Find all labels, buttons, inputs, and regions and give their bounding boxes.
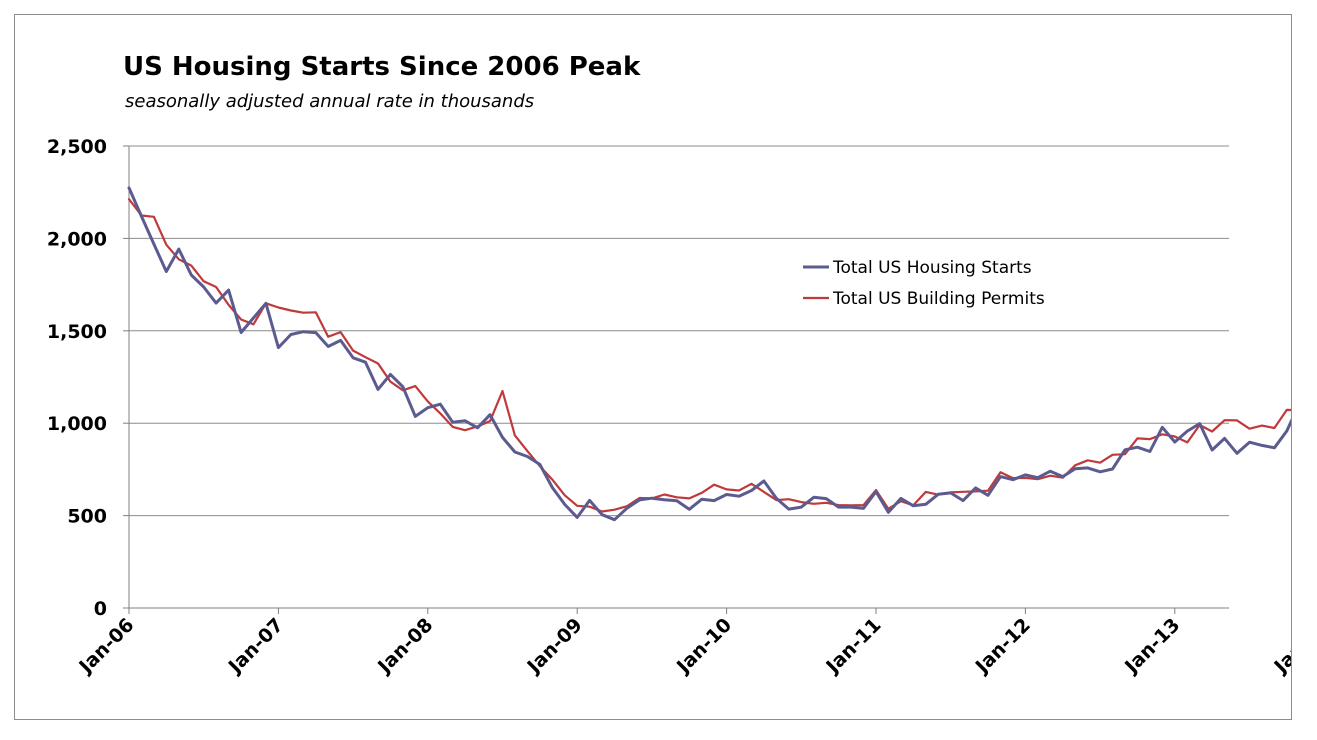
line-chart: US Housing Starts Since 2006 Peak season… — [47, 52, 1291, 679]
legend: Total US Housing Starts Total US Building… — [803, 258, 1045, 309]
legend-label-building-permits: Total US Building Permits — [832, 289, 1045, 309]
x-tick-label: Jan-10 — [671, 614, 736, 679]
y-tick-label: 0 — [94, 598, 107, 620]
x-axis-ticks: Jan-06 Jan-07 Jan-08 Jan-09 Jan-10 Jan-11 Jan-… — [74, 608, 1291, 679]
x-tick-label: Jan-14 — [1269, 614, 1291, 679]
legend-label-housing-starts: Total US Housing Starts — [832, 258, 1032, 278]
series-lines — [127, 186, 1291, 522]
x-tick-label: Jan-12 — [970, 614, 1035, 679]
x-tick-label: Jan-08 — [372, 614, 437, 679]
y-axis-ticks: 0 500 1,000 1,500 2,000 2,500 — [47, 136, 129, 620]
chart-subtitle: seasonally adjusted annual rate in thous… — [125, 91, 534, 112]
x-tick-label: Jan-06 — [74, 614, 139, 679]
gridlines — [129, 145, 1229, 517]
y-tick-label: 1,500 — [47, 321, 107, 343]
series-line-housing-starts — [127, 186, 1291, 522]
axes — [128, 146, 1229, 609]
x-tick-label: Jan-11 — [821, 614, 886, 679]
x-tick-label: Jan-13 — [1119, 614, 1184, 679]
x-tick-label: Jan-09 — [522, 614, 587, 679]
y-tick-label: 2,500 — [47, 136, 107, 158]
y-tick-label: 500 — [67, 506, 107, 528]
y-tick-label: 2,000 — [47, 228, 107, 250]
y-tick-label: 1,000 — [47, 413, 107, 435]
chart-title: US Housing Starts Since 2006 Peak — [123, 52, 641, 82]
x-tick-label: Jan-07 — [223, 614, 288, 679]
series-line-building-permits — [127, 198, 1291, 513]
chart-frame: US Housing Starts Since 2006 Peak season… — [14, 14, 1292, 720]
